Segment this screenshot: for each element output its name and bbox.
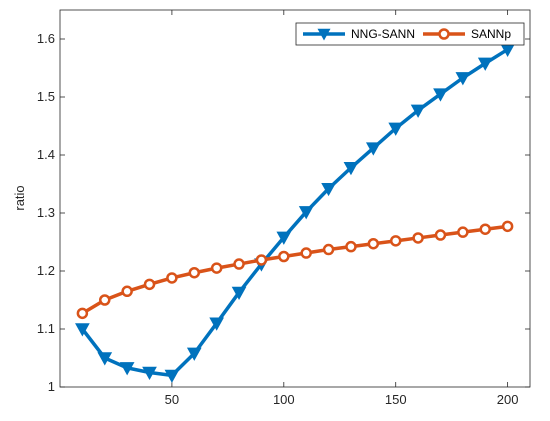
data-point-circle — [188, 266, 201, 279]
series-nng-sann — [75, 43, 515, 383]
data-point-triangle — [119, 362, 135, 376]
data-point-triangle — [298, 206, 314, 220]
y-tick-label: 1.2 — [37, 263, 55, 278]
data-point-circle — [278, 250, 290, 263]
data-point-circle — [99, 294, 111, 306]
data-point-circle — [457, 226, 469, 238]
legend-box — [295, 22, 525, 46]
data-point-triangle — [164, 369, 180, 383]
data-point-triangle — [142, 366, 157, 381]
data-point-circle — [255, 254, 268, 266]
plot-area — [59, 9, 531, 388]
y-tick-label: 1.4 — [37, 147, 55, 162]
legend-label: SANNp — [471, 27, 511, 41]
legend-item: NNG-SANN — [303, 27, 415, 41]
y-tick-label: 1.1 — [37, 321, 55, 336]
data-point-circle — [434, 229, 447, 241]
x-axis-ticks: 50 100 150 200 — [165, 10, 519, 407]
data-point-circle — [143, 278, 156, 291]
y-axis-ticks: 1 1.1 1.2 1.3 1.4 1.5 1.6 — [37, 31, 530, 394]
series-layer — [75, 43, 515, 383]
data-point-circle — [121, 285, 133, 298]
y-tick-label: 1.6 — [37, 31, 55, 46]
data-point-circle — [345, 240, 357, 253]
y-tick-label: 1 — [48, 379, 55, 394]
data-point-triangle — [186, 347, 202, 361]
legend-label: NNG-SANN — [351, 27, 415, 41]
data-point-circle — [300, 247, 312, 259]
legend-marker-circle — [438, 28, 450, 40]
data-point-circle — [233, 258, 245, 270]
data-point-triangle — [455, 72, 471, 86]
data-point-triangle — [365, 142, 381, 156]
data-point-triangle — [231, 286, 247, 300]
data-point-circle — [76, 307, 89, 320]
data-point-circle — [210, 262, 223, 274]
data-point-circle — [479, 223, 491, 235]
data-point-circle — [412, 232, 424, 244]
x-tick-label: 150 — [385, 392, 407, 407]
data-point-triangle — [343, 162, 359, 176]
data-point-triangle — [388, 122, 404, 136]
data-point-triangle — [433, 88, 448, 102]
legend: NNG-SANN SANNp — [295, 22, 525, 46]
data-point-circle — [501, 220, 514, 233]
data-point-triangle — [209, 317, 225, 331]
legend-item: SANNp — [423, 27, 511, 41]
data-point-triangle — [410, 104, 426, 118]
y-tick-label: 1.5 — [37, 89, 55, 104]
x-tick-label: 50 — [165, 392, 179, 407]
y-tick-label: 1.3 — [37, 205, 55, 220]
data-point-circle — [166, 272, 178, 284]
legend-marker-triangle — [317, 28, 331, 41]
x-tick-label: 200 — [497, 392, 519, 407]
y-axis-label: ratio — [12, 185, 27, 210]
data-point-triangle — [75, 323, 90, 337]
data-point-triangle — [276, 231, 292, 245]
x-tick-label: 100 — [273, 392, 295, 407]
series-sannp — [76, 220, 514, 320]
data-point-circle — [389, 235, 402, 247]
data-point-triangle — [477, 57, 493, 71]
data-point-triangle — [97, 352, 113, 366]
data-point-triangle — [321, 182, 336, 197]
data-point-circle — [367, 237, 380, 250]
data-point-circle — [322, 243, 335, 256]
